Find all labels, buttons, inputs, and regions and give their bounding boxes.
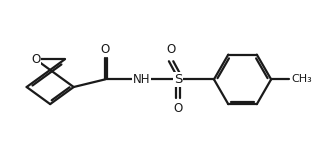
Text: CH₃: CH₃: [291, 74, 312, 84]
Text: O: O: [31, 53, 40, 66]
Text: NH: NH: [133, 73, 151, 86]
Text: O: O: [174, 102, 183, 115]
Text: O: O: [166, 43, 176, 56]
Text: S: S: [174, 73, 182, 86]
Text: O: O: [100, 43, 110, 56]
